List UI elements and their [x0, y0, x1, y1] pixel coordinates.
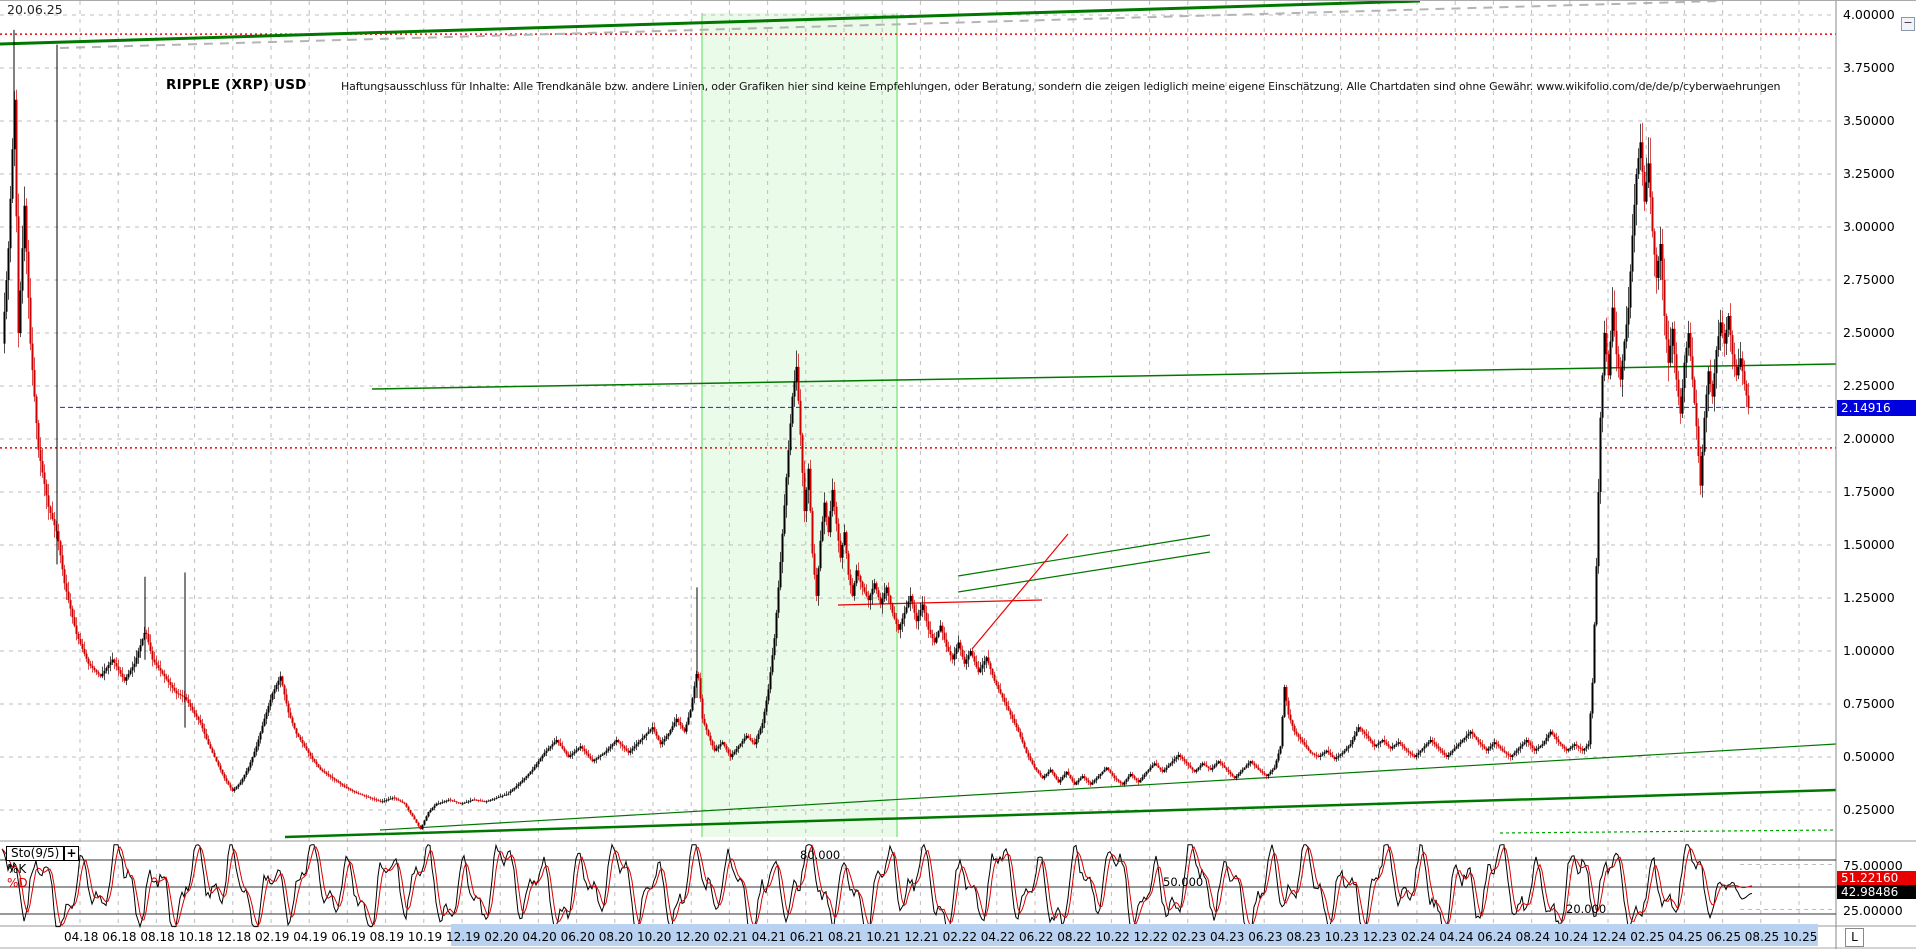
price-tick-label: 1.25000: [1843, 590, 1895, 605]
date-tick-label: 08.24: [1515, 930, 1550, 944]
date-tick-label: 04.25: [1668, 930, 1703, 944]
linear-scale-button[interactable]: L: [1845, 928, 1864, 947]
trend-line: [284, 788, 1837, 839]
date-tick-label: 12.23: [1362, 930, 1398, 944]
date-tick-label: 12.21: [904, 930, 939, 944]
price-tick-label: 1.50000: [1843, 537, 1895, 552]
price-tick-label: 2.75000: [1843, 272, 1895, 287]
date-tick-label: 10.23: [1324, 930, 1359, 944]
date-tick-label: 06.22: [1019, 930, 1054, 944]
trend-line: [1499, 829, 1837, 834]
date-tick-label: 08.23: [1286, 930, 1321, 944]
price-tick-label: 1.00000: [1843, 643, 1895, 658]
date-tick-label: 06.24: [1477, 930, 1512, 944]
date-tick-label: 04.23: [1210, 930, 1245, 944]
stochastic-k-line: [1, 843, 1753, 929]
date-tick-label: 10.18: [178, 930, 213, 944]
stochastic-k-label: %K: [7, 862, 27, 876]
price-tick-label: 4.00000: [1843, 7, 1895, 22]
date-tick-label: 06.23: [1248, 930, 1283, 944]
trend-line: [59, 1, 1721, 49]
date-tick-label: 04.18: [64, 930, 99, 944]
date-range-highlight: [451, 924, 1818, 946]
trend-line: [379, 743, 1837, 831]
date-tick-label: 10.24: [1553, 930, 1589, 944]
price-tick-label: 0.75000: [1843, 696, 1895, 711]
date-tick-label: 06.18: [102, 930, 137, 944]
date-tick-label: 06.20: [560, 930, 595, 944]
stochastic-tick-label: 25.00000: [1843, 902, 1903, 918]
date-tick-label: 08.20: [598, 930, 634, 944]
date-tick-label: 02.24: [1401, 930, 1436, 944]
price-tick-label: 3.00000: [1843, 219, 1895, 234]
price-tick-label: 2.00000: [1843, 431, 1895, 446]
price-tick-label: 3.25000: [1843, 166, 1895, 181]
date-tick-label: 08.21: [828, 930, 863, 944]
date-tick-label: 08.19: [369, 930, 404, 944]
date-tick-label: 04.21: [751, 930, 786, 944]
stochastic-d-label: %D: [7, 876, 28, 890]
stochastic-k-badge: 42.98486: [1837, 885, 1916, 899]
date-tick-label: 02.23: [1171, 930, 1207, 944]
date-tick-label: 12.19: [446, 930, 481, 944]
stochastic-level-label: 80.000: [800, 848, 841, 862]
trend-line: [957, 551, 1211, 593]
trend-line: [957, 534, 1211, 577]
date-tick-label: 08.18: [140, 930, 175, 944]
price-tick-label: 1.75000: [1843, 484, 1895, 499]
stochastic-tick-label: 75.00000: [1843, 857, 1903, 873]
price-tick-label: 2.50000: [1843, 325, 1895, 340]
stochastic-level-label: 50.000: [1163, 875, 1204, 889]
date-tick-label: 12.20: [675, 930, 710, 944]
stochastic-d-badge: 51.22160: [1837, 871, 1916, 885]
date-tick-label: 06.25: [1706, 930, 1741, 944]
price-tick-label: 0.25000: [1843, 802, 1895, 817]
date-tick-label: 12.24: [1592, 930, 1627, 944]
candle-bodies-down: [15, 99, 1750, 830]
date-tick-label: 06.21: [789, 930, 825, 944]
price-tick-label: 3.50000: [1843, 113, 1895, 128]
trend-line: [971, 533, 1069, 650]
date-tick-label: 10.25: [1783, 930, 1818, 944]
stochastic-level-label: 20.000: [1566, 902, 1607, 916]
date-tick-label: 08.25: [1744, 930, 1780, 944]
date-tick-label: 02.21: [713, 930, 748, 944]
minimize-icon[interactable]: −: [1901, 17, 1915, 31]
date-tick-label: 04.24: [1439, 930, 1474, 944]
date-tick-label: 12.22: [1133, 930, 1168, 944]
date-tick-label: 02.19: [255, 930, 290, 944]
current-price-badge: 2.14916: [1837, 400, 1916, 416]
date-tick-label: 10.22: [1095, 930, 1130, 944]
date-tick-label: 02.25: [1630, 930, 1665, 944]
disclaimer-text: Haftungsausschluss für Inhalte: Alle Tre…: [341, 80, 1781, 93]
candle-bodies-up: [3, 99, 1742, 830]
date-tick-label: 04.20: [522, 930, 557, 944]
date-tick-label: 10.20: [637, 930, 672, 944]
trend-line: [371, 363, 1837, 390]
date-tick-label: 06.19: [331, 930, 366, 944]
date-tick-label: 04.22: [980, 930, 1016, 944]
date-tick-label: 10.21: [866, 930, 901, 944]
date-tick-label: 10.19: [407, 930, 443, 944]
date-tick-label: 02.22: [942, 930, 977, 944]
date-tick-label: 02.20: [484, 930, 519, 944]
trend-line: [0, 1, 1421, 46]
stochastic-d-line: [1, 844, 1753, 928]
price-tick-label: 3.75000: [1843, 60, 1895, 75]
chart-date-label: 20.06.25: [7, 2, 63, 17]
price-tick-label: 0.50000: [1843, 749, 1895, 764]
chart-title: RIPPLE (XRP) USD: [166, 77, 307, 93]
price-tick-label: 2.25000: [1843, 378, 1895, 393]
stochastic-indicator-button[interactable]: Sto(9/5): [6, 846, 65, 861]
trend-line: [837, 599, 1043, 606]
add-indicator-button[interactable]: +: [64, 846, 79, 861]
date-tick-label: 04.19: [293, 930, 328, 944]
date-tick-label: 08.22: [1057, 930, 1092, 944]
date-tick-label: 12.18: [216, 930, 252, 944]
